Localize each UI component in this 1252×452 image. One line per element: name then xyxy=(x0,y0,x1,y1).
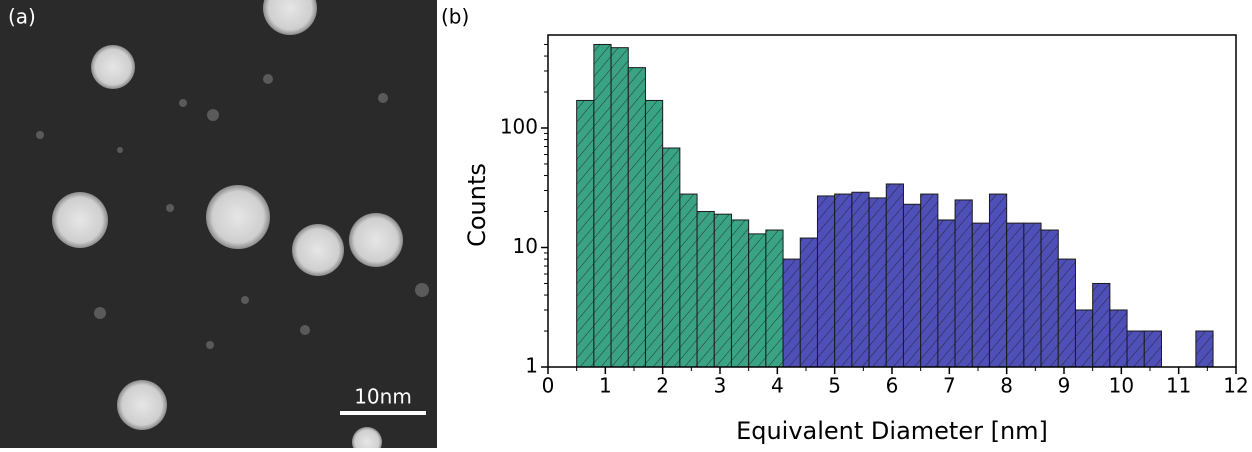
x-tick-label: 6 xyxy=(886,374,899,398)
bar-hatch xyxy=(869,197,887,367)
x-tick-label: 1 xyxy=(599,374,612,398)
bar-hatch xyxy=(679,194,698,367)
bar-hatch xyxy=(920,194,938,367)
x-tick-label: 5 xyxy=(828,374,841,398)
y-tick-label: 100 xyxy=(500,114,538,138)
bar-hatch xyxy=(817,195,835,367)
bar-hatch xyxy=(1195,331,1214,367)
bar-hatch xyxy=(1127,331,1145,367)
bar-hatch xyxy=(765,230,784,367)
bar-hatch xyxy=(1109,309,1128,367)
x-tick-label: 11 xyxy=(1166,374,1191,398)
bar-hatch xyxy=(645,100,663,368)
bar-hatch xyxy=(662,148,680,367)
bar-hatch xyxy=(611,47,629,367)
x-tick-label: 7 xyxy=(943,374,956,398)
x-tick-label: 3 xyxy=(714,374,727,398)
micrograph: (a) 10nm xyxy=(0,0,437,452)
bar-hatch xyxy=(800,238,818,367)
bar-hatch xyxy=(1144,331,1162,367)
x-tick-label: 12 xyxy=(1223,374,1248,398)
bar-hatch xyxy=(748,233,766,367)
bar-hatch xyxy=(1006,223,1024,367)
bar-hatch xyxy=(955,199,973,367)
bar-hatch xyxy=(937,219,956,367)
y-tick-label: 1 xyxy=(525,354,538,378)
x-tick-label: 2 xyxy=(656,374,669,398)
bar-hatch xyxy=(731,219,749,367)
bar-hatch xyxy=(989,194,1007,367)
bar-hatch xyxy=(1023,223,1042,367)
bar-hatch xyxy=(1092,283,1110,367)
x-tick-label: 8 xyxy=(1000,374,1013,398)
bar-hatch xyxy=(783,259,801,367)
bar-hatch xyxy=(697,211,715,367)
x-axis-title: Equivalent Diameter [nm] xyxy=(736,417,1048,445)
bar-hatch xyxy=(851,192,870,367)
bar-hatch xyxy=(834,194,852,367)
x-tick-label: 4 xyxy=(771,374,784,398)
y-tick-label: 10 xyxy=(513,234,538,258)
x-tick-label: 0 xyxy=(542,374,555,398)
bar-hatch xyxy=(972,223,990,367)
chart-title: (b) xyxy=(441,5,469,29)
bar-hatch xyxy=(576,100,594,368)
x-tick-label: 10 xyxy=(1109,374,1134,398)
x-tick-label: 9 xyxy=(1058,374,1071,398)
bar-hatch xyxy=(886,183,904,367)
bar-hatch xyxy=(903,204,921,367)
bar-hatch xyxy=(593,44,612,368)
panel-label: (a) xyxy=(8,5,36,29)
y-axis-title: Counts xyxy=(463,163,491,247)
bar-hatch xyxy=(714,214,732,367)
bar-hatch xyxy=(1058,259,1076,367)
scale-bar-label: 10nm xyxy=(354,385,412,409)
bar-hatch xyxy=(628,67,646,367)
bar-hatch xyxy=(1041,230,1059,367)
bar-hatch xyxy=(1075,309,1093,367)
